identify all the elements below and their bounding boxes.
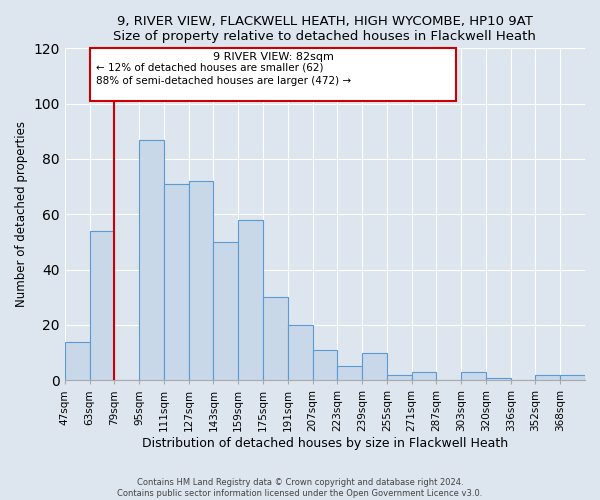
Text: 9 RIVER VIEW: 82sqm: 9 RIVER VIEW: 82sqm [212, 52, 334, 62]
Bar [412, 372, 436, 380]
Bar [362, 352, 387, 380]
Bar [535, 375, 560, 380]
Text: 88% of semi-detached houses are larger (472) →: 88% of semi-detached houses are larger (… [96, 76, 351, 86]
Bar [461, 372, 486, 380]
Y-axis label: Number of detached properties: Number of detached properties [15, 122, 28, 308]
Text: Contains HM Land Registry data © Crown copyright and database right 2024.
Contai: Contains HM Land Registry data © Crown c… [118, 478, 482, 498]
Bar [89, 231, 115, 380]
Bar [288, 325, 313, 380]
Bar [387, 375, 412, 380]
Bar [214, 242, 238, 380]
X-axis label: Distribution of detached houses by size in Flackwell Heath: Distribution of detached houses by size … [142, 437, 508, 450]
Bar [263, 298, 288, 380]
Bar [560, 375, 585, 380]
Bar [486, 378, 511, 380]
Title: 9, RIVER VIEW, FLACKWELL HEATH, HIGH WYCOMBE, HP10 9AT
Size of property relative: 9, RIVER VIEW, FLACKWELL HEATH, HIGH WYC… [113, 15, 536, 43]
Bar [238, 220, 263, 380]
Bar [65, 342, 89, 380]
Bar [188, 181, 214, 380]
Bar [139, 140, 164, 380]
Text: ← 12% of detached houses are smaller (62): ← 12% of detached houses are smaller (62… [96, 62, 323, 72]
Bar [164, 184, 188, 380]
Bar [337, 366, 362, 380]
Bar [313, 350, 337, 380]
Bar [89, 48, 457, 101]
